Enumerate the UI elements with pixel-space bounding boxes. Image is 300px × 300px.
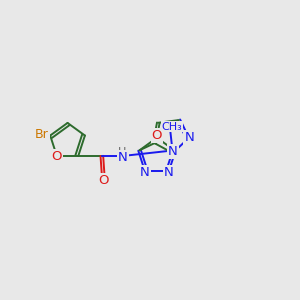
Text: N: N <box>118 151 128 164</box>
Text: O: O <box>52 150 62 163</box>
Text: N: N <box>184 131 194 144</box>
Text: N: N <box>168 146 178 158</box>
Text: O: O <box>98 174 109 187</box>
Text: CH₃: CH₃ <box>161 122 182 132</box>
Text: O: O <box>152 129 162 142</box>
Text: Br: Br <box>35 128 49 141</box>
Text: H: H <box>118 147 126 157</box>
Text: N: N <box>164 166 174 179</box>
Text: N: N <box>140 166 150 179</box>
